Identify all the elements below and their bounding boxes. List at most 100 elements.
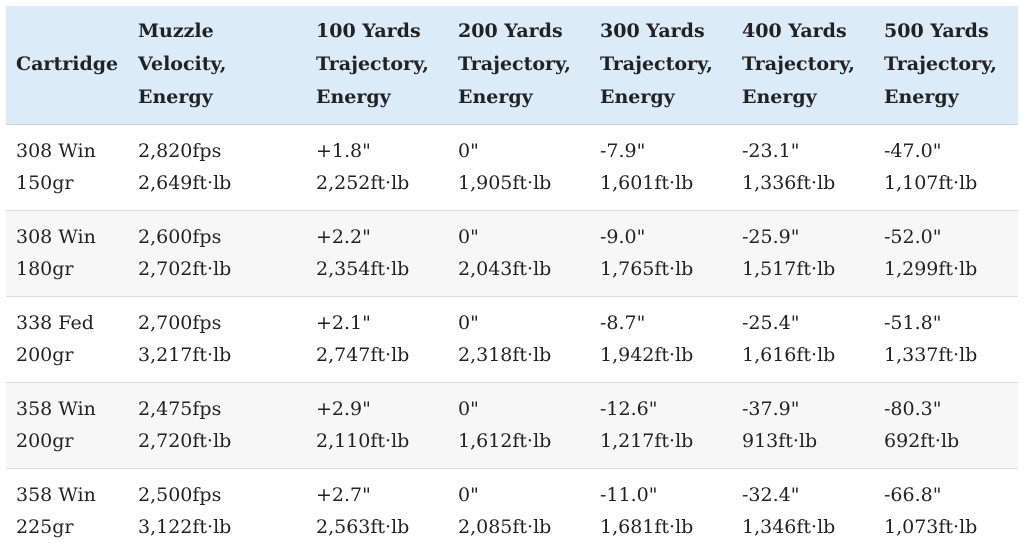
table-body: 308 Win 150gr 2,820fps 2,649ft·lb +1.8" 2,252… [6,124,1018,554]
cell-primary-value: 2,600fps [138,226,222,248]
header-label: Cartridge [16,53,119,76]
cell-primary-value: +2.2" [316,226,371,248]
cell-500-yards: -47.0" 1,107ft·lb [874,124,1018,211]
cell-energy-value: 2,747ft·lb [316,344,410,366]
cell-200-yards: 0" 2,043ft·lb [448,210,590,297]
header-muzzle: Muzzle Velocity, Energy [128,6,306,125]
cell-primary-value: -37.9" [742,398,800,420]
cell-muzzle: 2,600fps 2,702ft·lb [128,210,306,297]
cell-primary-value: 2,820fps [138,140,222,162]
cell-200-yards: 0" 2,318ft·lb [448,296,590,383]
cell-primary-value: 0" [458,398,479,420]
header-label: Trajectory, [458,53,571,76]
cell-energy-value: 2,318ft·lb [458,344,552,366]
cell-energy-value: 1,346ft·lb [742,516,836,539]
ballistics-table-container: Cartridge Muzzle Velocity, Energy 100 Yards T… [6,6,1018,554]
header-label: 100 Yards [316,20,421,43]
cell-energy-value: 1,681ft·lb [600,516,694,539]
cell-primary-value: 308 Win [16,226,96,248]
cell-primary-value: -11.0" [600,484,658,507]
cell-100-yards: +1.8" 2,252ft·lb [306,124,448,211]
cell-primary-value: +2.1" [316,312,371,334]
cell-energy-value: 1,517ft·lb [742,258,836,280]
cell-primary-value: -25.9" [742,226,800,248]
cell-primary-value: 2,500fps [138,484,222,507]
cell-300-yards: -9.0" 1,765ft·lb [590,210,732,297]
cell-primary-value: 0" [458,226,479,248]
cell-energy-value: 1,616ft·lb [742,344,836,366]
ballistics-table: Cartridge Muzzle Velocity, Energy 100 Yards T… [6,6,1018,554]
cell-energy-value: 225gr [16,516,74,539]
cell-energy-value: 3,217ft·lb [138,344,232,366]
cell-energy-value: 1,336ft·lb [742,172,836,194]
cell-primary-value: +2.7" [316,484,371,507]
cell-cartridge: 308 Win 180gr [6,210,128,297]
header-100-yards: 100 Yards Trajectory, Energy [306,6,448,125]
cell-primary-value: 358 Win [16,398,96,420]
cell-300-yards: -7.9" 1,601ft·lb [590,124,732,211]
cell-energy-value: 2,252ft·lb [316,172,410,194]
header-row: Cartridge Muzzle Velocity, Energy 100 Yards T… [6,6,1018,125]
cell-primary-value: -80.3" [884,398,942,420]
cell-energy-value: 913ft·lb [742,430,818,452]
cell-400-yards: -25.4" 1,616ft·lb [732,296,874,383]
cell-200-yards: 0" 2,085ft·lb [448,468,590,554]
cell-primary-value: 0" [458,312,479,334]
cell-200-yards: 0" 1,905ft·lb [448,124,590,211]
cell-500-yards: -51.8" 1,337ft·lb [874,296,1018,383]
cell-energy-value: 2,110ft·lb [316,430,410,452]
cell-100-yards: +2.2" 2,354ft·lb [306,210,448,297]
cell-cartridge: 338 Fed 200gr [6,296,128,383]
header-label: 300 Yards [600,20,705,43]
cell-energy-value: 3,122ft·lb [138,516,232,539]
header-label: 200 Yards [458,20,563,43]
cell-300-yards: -11.0" 1,681ft·lb [590,468,732,554]
cell-300-yards: -8.7" 1,942ft·lb [590,296,732,383]
cell-energy-value: 200gr [16,430,74,452]
cell-primary-value: -47.0" [884,140,942,162]
cell-energy-value: 1,217ft·lb [600,430,694,452]
cell-primary-value: -32.4" [742,484,800,507]
cell-100-yards: +2.1" 2,747ft·lb [306,296,448,383]
cell-energy-value: 1,337ft·lb [884,344,978,366]
cell-primary-value: -12.6" [600,398,658,420]
table-row: 308 Win 150gr 2,820fps 2,649ft·lb +1.8" 2,252… [6,124,1018,211]
cell-energy-value: 2,085ft·lb [458,516,552,539]
cell-primary-value: -52.0" [884,226,942,248]
cell-primary-value: -25.4" [742,312,800,334]
cell-energy-value: 150gr [16,172,74,194]
cell-energy-value: 2,354ft·lb [316,258,410,280]
cell-energy-value: 200gr [16,344,74,366]
cell-100-yards: +2.7" 2,563ft·lb [306,468,448,554]
header-label: Energy [884,86,959,109]
table-row: 338 Fed 200gr 2,700fps 3,217ft·lb +2.1" 2,747… [6,296,1018,383]
header-400-yards: 400 Yards Trajectory, Energy [732,6,874,125]
table-row: 308 Win 180gr 2,600fps 2,702ft·lb +2.2" 2,354… [6,210,1018,297]
cell-primary-value: -7.9" [600,140,646,162]
cell-energy-value: 692ft·lb [884,430,960,452]
table-header: Cartridge Muzzle Velocity, Energy 100 Yards T… [6,6,1018,125]
header-label: Energy [316,86,391,109]
cell-primary-value: 0" [458,484,479,507]
cell-energy-value: 1,107ft·lb [884,172,978,194]
cell-energy-value: 2,649ft·lb [138,172,232,194]
cell-200-yards: 0" 1,612ft·lb [448,382,590,469]
cell-primary-value: -66.8" [884,484,942,507]
cell-cartridge: 358 Win 225gr [6,468,128,554]
cell-500-yards: -80.3" 692ft·lb [874,382,1018,469]
cell-primary-value: 2,475fps [138,398,222,420]
cell-energy-value: 180gr [16,258,74,280]
cell-energy-value: 1,612ft·lb [458,430,552,452]
header-label: Trajectory, [316,53,429,76]
table-row: 358 Win 225gr 2,500fps 3,122ft·lb +2.7" 2,563… [6,468,1018,554]
cell-500-yards: -52.0" 1,299ft·lb [874,210,1018,297]
cell-300-yards: -12.6" 1,217ft·lb [590,382,732,469]
cell-primary-value: 2,700fps [138,312,222,334]
cell-energy-value: 2,720ft·lb [138,430,232,452]
cell-energy-value: 1,942ft·lb [600,344,694,366]
header-500-yards: 500 Yards Trajectory, Energy [874,6,1018,125]
header-300-yards: 300 Yards Trajectory, Energy [590,6,732,125]
header-label: Energy [138,86,213,109]
header-label: Energy [600,86,675,109]
cell-energy-value: 1,765ft·lb [600,258,694,280]
